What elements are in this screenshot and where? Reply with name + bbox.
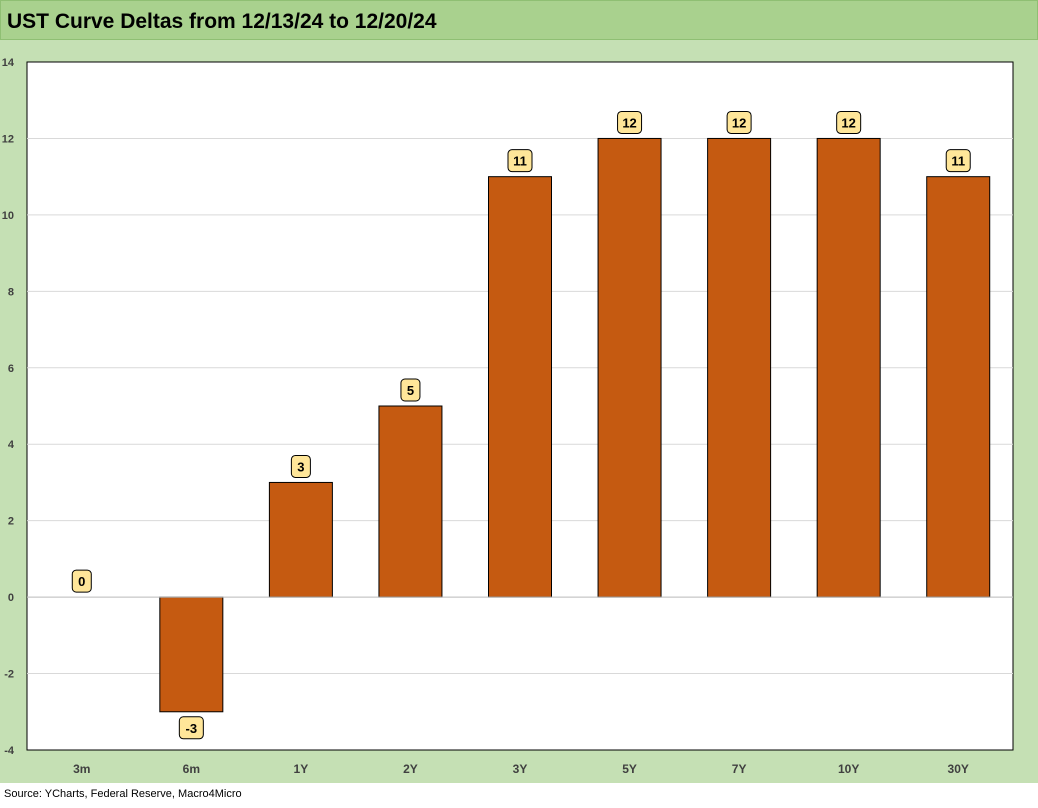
chart-title: UST Curve Deltas from 12/13/24 to 12/20/…	[7, 10, 437, 33]
bar	[268, 481, 333, 598]
data-label-box	[71, 569, 92, 593]
data-label-box	[507, 149, 533, 173]
data-label-box	[945, 149, 971, 173]
bar	[707, 137, 772, 598]
data-label: 0	[78, 574, 85, 589]
y-tick-label: 6	[8, 363, 14, 375]
x-tick-label: 30Y	[948, 762, 969, 776]
data-label: 12	[732, 115, 746, 130]
data-label-box	[726, 110, 752, 134]
x-tick-label: 10Y	[838, 762, 859, 776]
x-tick-label: 3m	[73, 762, 90, 776]
x-tick-label: 1Y	[294, 762, 309, 776]
y-tick-label: 10	[2, 210, 14, 222]
y-tick-label: 14	[2, 57, 15, 69]
y-tick-label: 8	[8, 286, 14, 298]
data-label: 11	[951, 154, 965, 169]
x-tick-label: 5Y	[622, 762, 637, 776]
data-label-box	[836, 110, 862, 134]
x-tick-label: 7Y	[732, 762, 747, 776]
x-tick-label: 2Y	[403, 762, 418, 776]
bar	[488, 176, 552, 598]
y-tick-label: 12	[2, 133, 14, 145]
bar	[378, 405, 443, 598]
data-label: -3	[186, 721, 198, 736]
x-tick-label: 3Y	[513, 762, 528, 776]
data-label: 12	[622, 115, 636, 130]
y-tick-label: -2	[4, 669, 14, 681]
data-label: 11	[513, 154, 527, 169]
source-note: Source: YCharts, Federal Reserve, Macro4…	[4, 788, 242, 800]
data-label: 3	[297, 459, 304, 474]
y-tick-label: 4	[8, 439, 15, 451]
data-label-box	[290, 454, 311, 478]
x-tick-label: 6m	[183, 762, 200, 776]
bar	[159, 596, 224, 713]
bar	[816, 137, 881, 598]
y-tick-label: -4	[4, 745, 15, 757]
bar	[597, 137, 662, 598]
data-label-box	[178, 716, 204, 740]
data-label-box	[617, 110, 643, 134]
data-label: 12	[841, 115, 855, 130]
data-label: 5	[407, 383, 414, 398]
y-tick-label: 0	[8, 592, 14, 604]
title-bar: UST Curve Deltas from 12/13/24 to 12/20/…	[0, 0, 1038, 40]
bar	[926, 176, 991, 598]
y-tick-label: 2	[8, 516, 14, 528]
data-label-box	[400, 378, 421, 402]
